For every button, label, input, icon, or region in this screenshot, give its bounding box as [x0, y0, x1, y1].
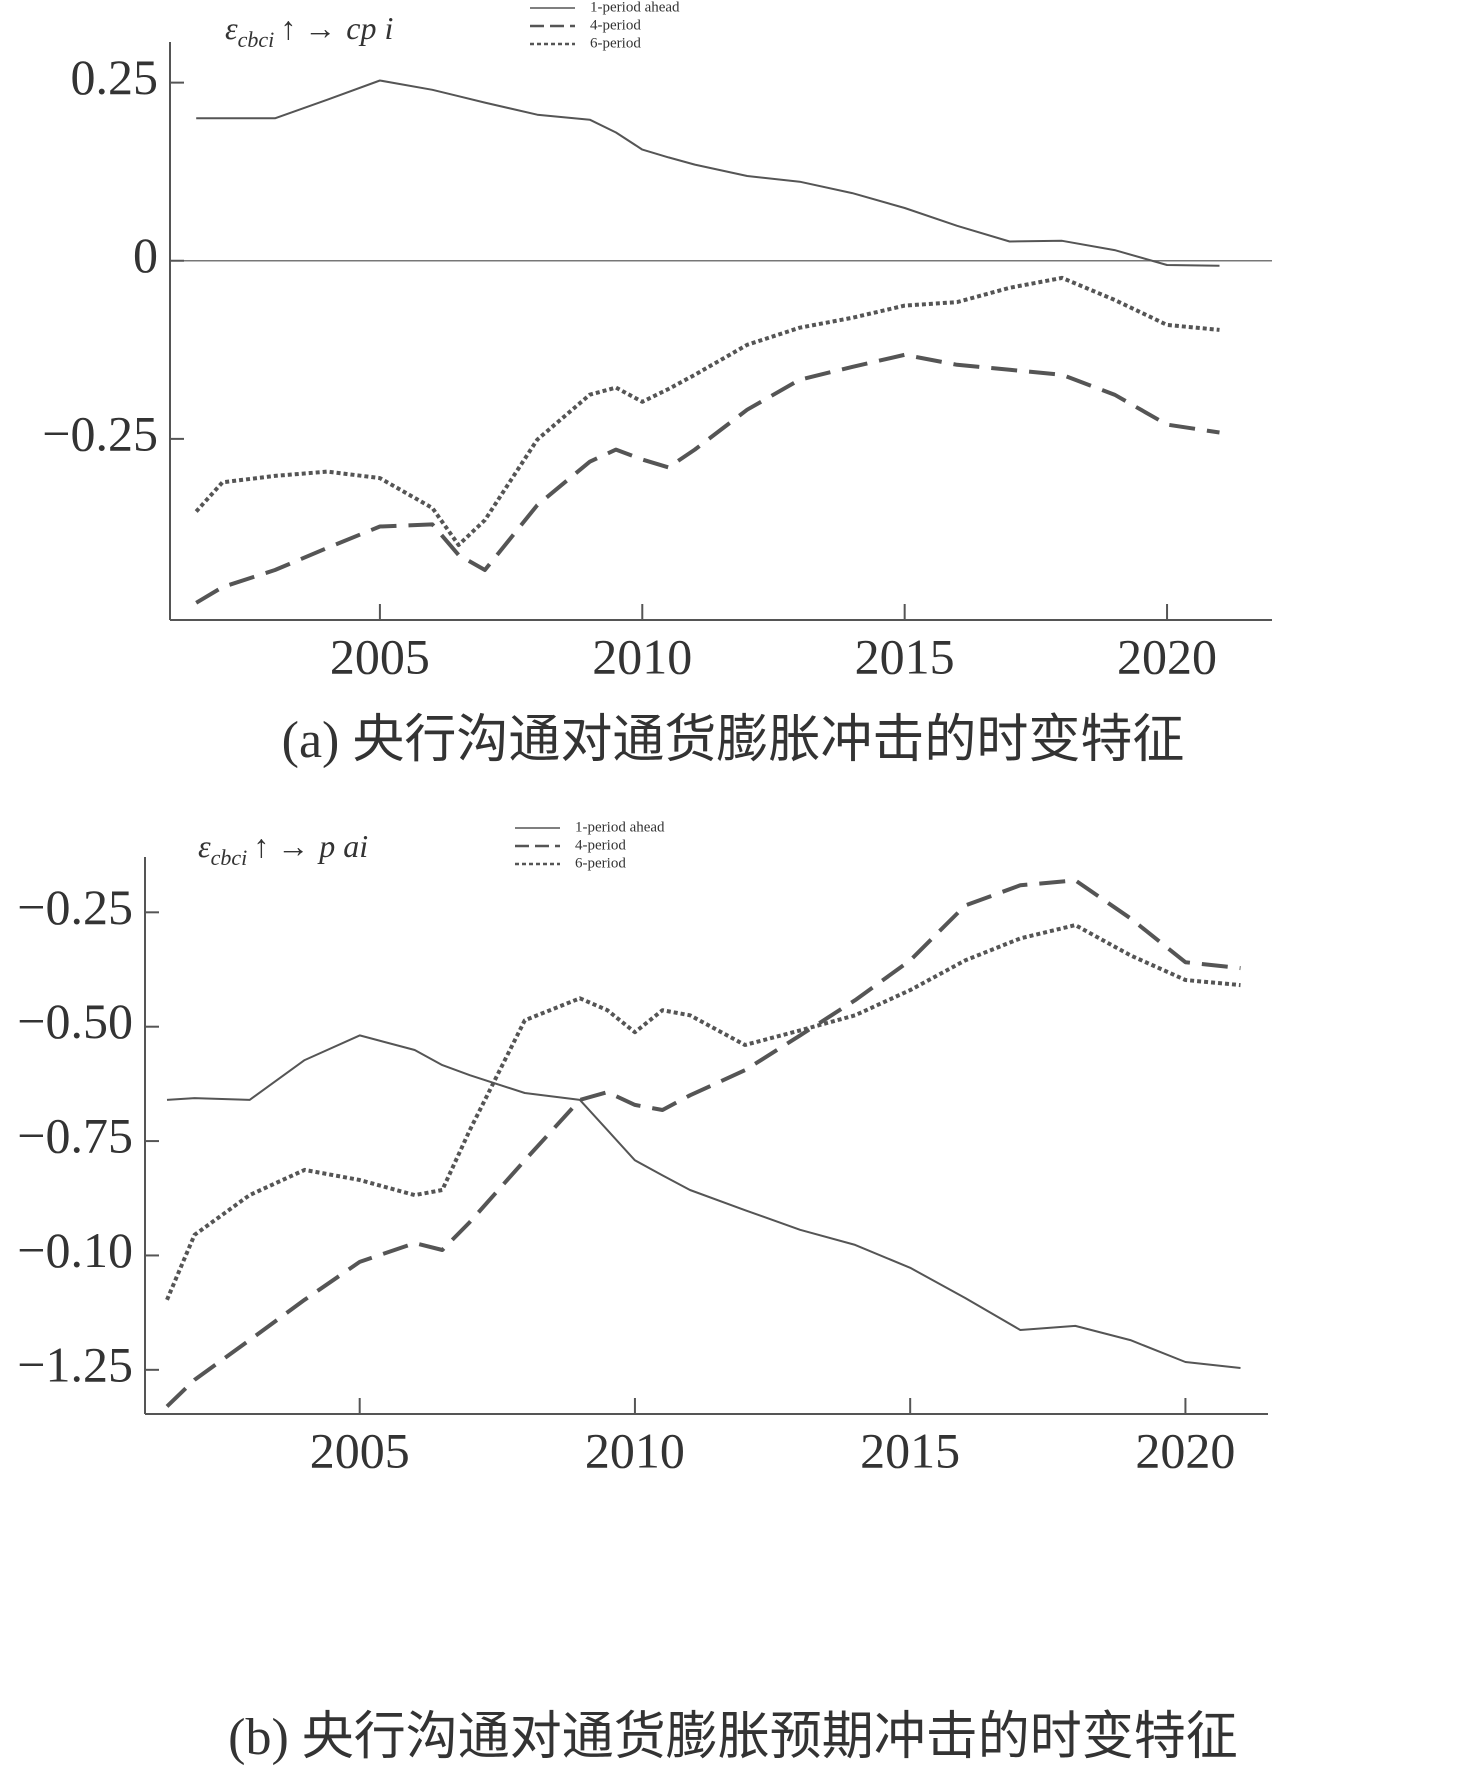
y-tick-label: −0.75: [17, 1108, 133, 1164]
annotation-arrow: ↑ →: [253, 828, 309, 864]
series-line: [165, 923, 1241, 1301]
annotation: εcbci ↑ → cp i: [225, 10, 393, 52]
y-tick-label: −0.25: [42, 405, 158, 461]
annotation-response: cp i: [346, 10, 393, 46]
legend-label: 1-period ahead: [575, 819, 665, 835]
legend-label: 4-period: [575, 837, 626, 853]
legend-label: 6-period: [590, 35, 641, 51]
x-tick-label: 2010: [592, 628, 692, 684]
y-tick-label: 0: [133, 227, 158, 283]
x-tick-label: 2015: [855, 628, 955, 684]
series-line: [166, 1034, 1241, 1369]
annotation-symbol: ε: [225, 10, 238, 46]
series-line: [196, 79, 1220, 267]
legend-label: 6-period: [575, 855, 626, 871]
caption: (a) 央行沟通对通货膨胀冲击的时变特征: [282, 712, 1185, 769]
series-line: [194, 275, 1220, 547]
annotation-subscript: cbci: [238, 27, 275, 52]
y-tick-label: 0.25: [71, 49, 159, 105]
caption: (b) 央行沟通对通货膨胀预期冲击的时变特征: [228, 1709, 1238, 1766]
x-tick-label: 2020: [1117, 628, 1217, 684]
x-tick-label: 2005: [330, 628, 430, 684]
annotation: εcbci ↑ → p ai: [198, 828, 368, 870]
legend-label: 4-period: [590, 17, 641, 33]
x-tick-label: 2010: [585, 1422, 685, 1478]
y-tick-label: −1.25: [17, 1336, 133, 1392]
annotation-arrow: ↑ →: [280, 10, 336, 46]
y-tick-label: −0.25: [17, 879, 133, 935]
y-tick-label: −0.50: [17, 993, 133, 1049]
annotation-response: p ai: [317, 828, 368, 864]
series-line: [195, 352, 1220, 605]
legend-label: 1-period ahead: [590, 0, 680, 15]
x-tick-label: 2015: [860, 1422, 960, 1478]
series-line: [165, 878, 1241, 1408]
x-tick-label: 2020: [1135, 1422, 1235, 1478]
annotation-subscript: cbci: [211, 845, 248, 870]
y-tick-label: −0.10: [17, 1222, 133, 1278]
x-tick-label: 2005: [310, 1422, 410, 1478]
annotation-symbol: ε: [198, 828, 211, 864]
